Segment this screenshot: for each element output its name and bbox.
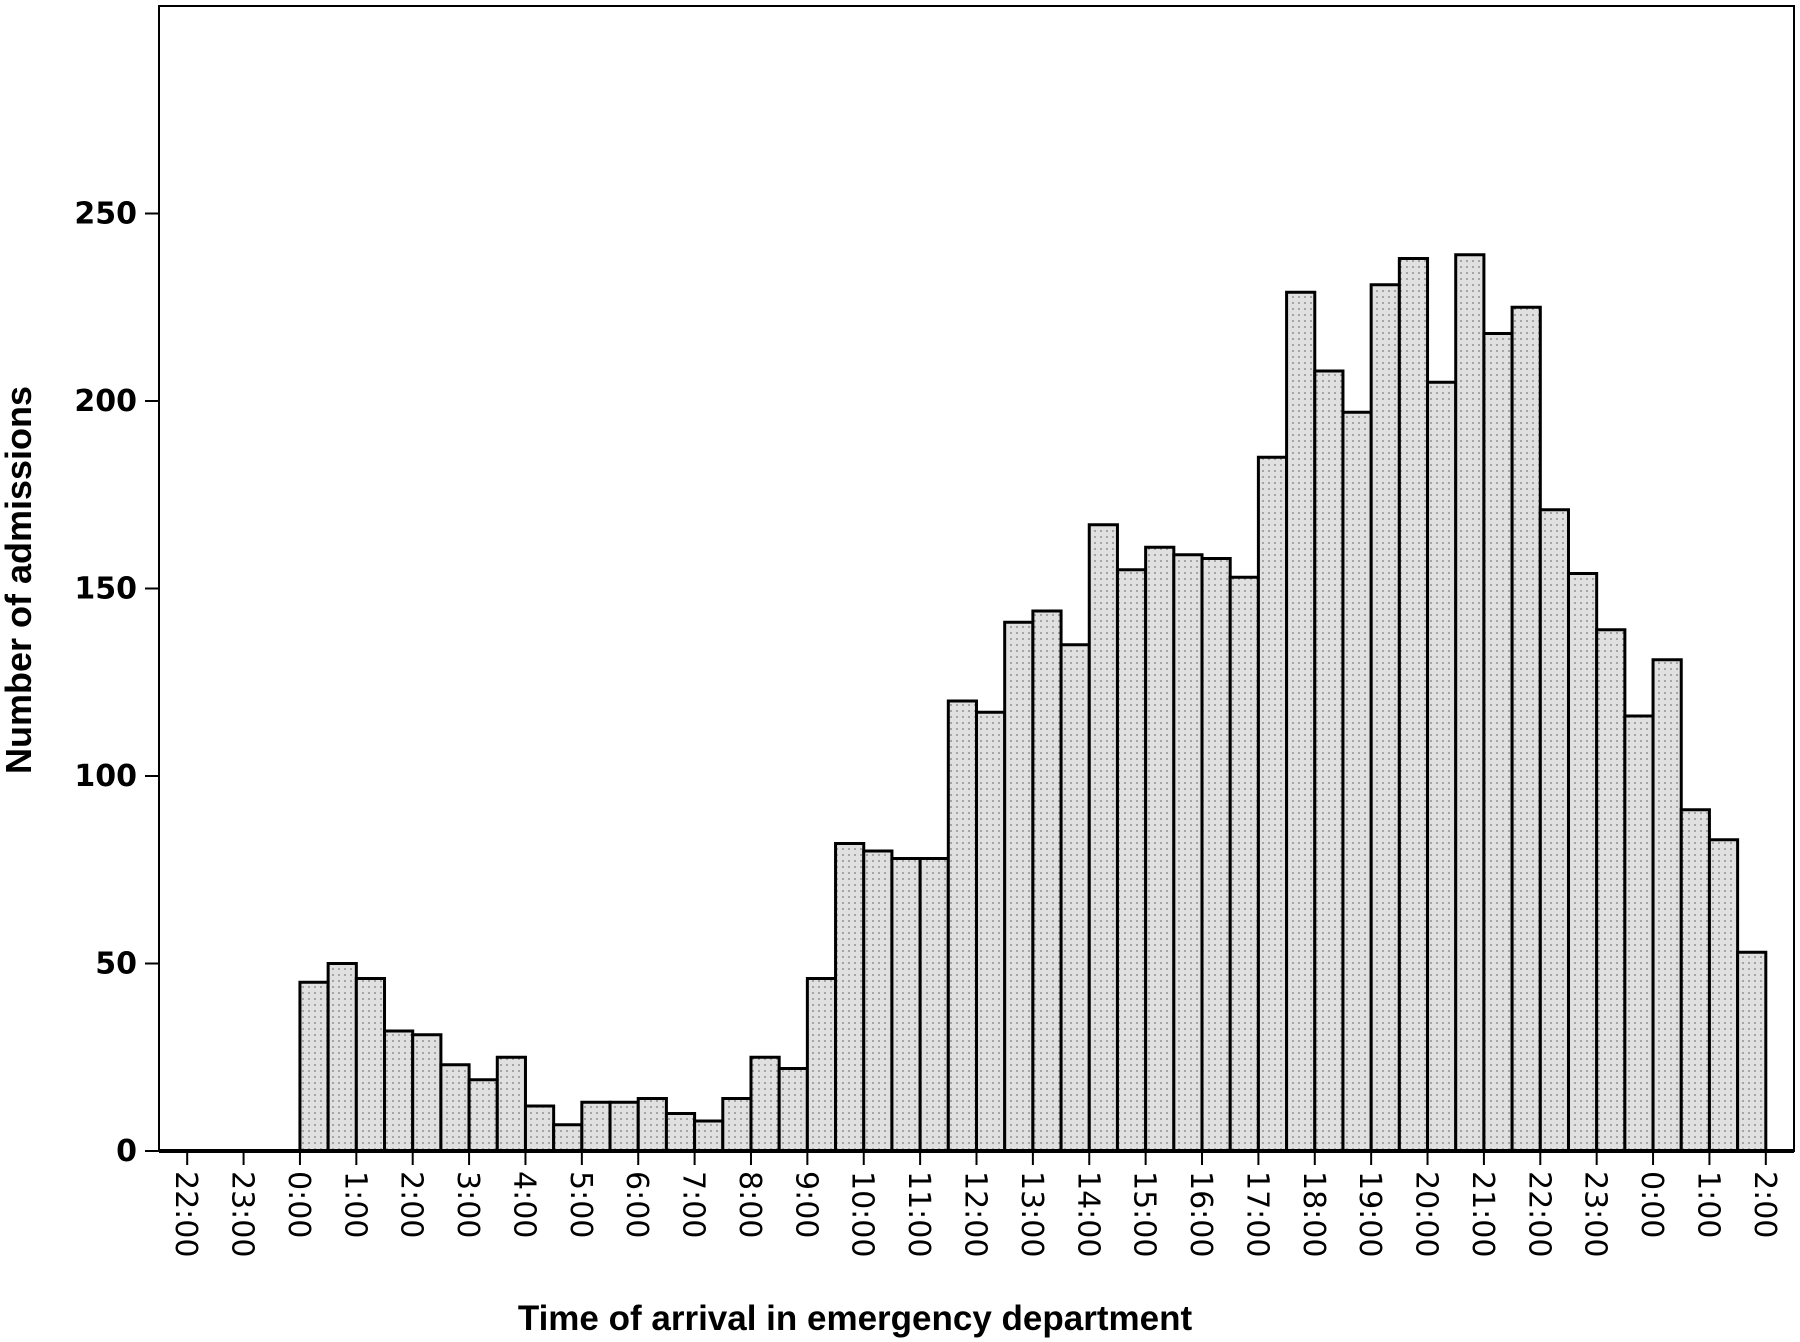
histogram-bar xyxy=(1003,620,1035,1153)
histogram-bar xyxy=(1538,508,1570,1153)
x-tick-label: 9:00 xyxy=(788,1171,823,1238)
histogram-bar xyxy=(495,1055,527,1153)
x-tick-label: 11:00 xyxy=(901,1171,936,1257)
y-tick-label: 0 xyxy=(116,1134,137,1169)
histogram-bar xyxy=(1031,609,1063,1153)
histogram-bar xyxy=(1144,545,1176,1153)
histogram-bar xyxy=(1623,714,1655,1153)
y-tick-label: 150 xyxy=(74,572,137,607)
histogram-bar xyxy=(1679,808,1711,1153)
histogram-bar xyxy=(1285,290,1317,1153)
x-tick-label: 1:00 xyxy=(337,1171,372,1238)
histogram-bar xyxy=(1256,455,1289,1153)
histogram-bar xyxy=(1059,643,1091,1153)
histogram-bar xyxy=(467,1078,499,1153)
histogram-bar xyxy=(354,977,387,1153)
x-axis-label: Time of arrival in emergency department xyxy=(518,1299,1193,1338)
histogram-bar xyxy=(608,1100,640,1153)
x-tick-label: 8:00 xyxy=(732,1171,767,1238)
bars-group xyxy=(298,253,1768,1153)
x-tick-label: 17:00 xyxy=(1239,1171,1274,1257)
histogram-bar xyxy=(411,1033,443,1153)
histogram-bar xyxy=(946,699,979,1153)
histogram-bar xyxy=(298,980,330,1153)
y-ticks-group: 0 50 100 150 200 250 xyxy=(74,197,159,1169)
histogram-bar xyxy=(1566,572,1599,1153)
x-tick-label: 7:00 xyxy=(676,1171,711,1238)
histogram-bar xyxy=(636,1097,668,1153)
x-tick-label: 3:00 xyxy=(450,1171,485,1238)
histogram-bar xyxy=(749,1055,781,1153)
y-tick-label: 100 xyxy=(74,759,137,794)
histogram-bar xyxy=(1510,305,1542,1153)
x-tick-label: 16:00 xyxy=(1183,1171,1218,1257)
histogram-bar xyxy=(383,1029,415,1153)
x-tick-label: 15:00 xyxy=(1127,1171,1162,1257)
x-tick-label: 0:00 xyxy=(281,1171,316,1238)
y-tick-label: 50 xyxy=(95,947,137,982)
histogram-bar xyxy=(1482,332,1514,1153)
histogram-bar xyxy=(326,962,358,1153)
histogram-bar xyxy=(1200,557,1232,1153)
histogram-bar xyxy=(439,1063,471,1153)
x-tick-label: 21:00 xyxy=(1465,1171,1500,1257)
x-tick-label: 0:00 xyxy=(1634,1171,1669,1238)
x-tick-label: 13:00 xyxy=(1014,1171,1049,1257)
histogram-bar xyxy=(1736,950,1768,1153)
y-axis-label: Number of admissions xyxy=(0,386,39,774)
x-ticks-group: 22:00 23:00 0:00 1:00 2:00 3:00 4:00 5:00 6:00 7:… xyxy=(168,1151,1782,1257)
x-tick-label: 22:00 xyxy=(1521,1171,1556,1257)
histogram-bar xyxy=(580,1100,612,1153)
histogram-bar xyxy=(693,1119,725,1153)
histogram-bar xyxy=(1595,628,1627,1153)
x-tick-label: 10:00 xyxy=(845,1171,880,1257)
x-tick-label: 23:00 xyxy=(225,1171,260,1257)
histogram-bar xyxy=(777,1067,809,1153)
x-tick-label: 14:00 xyxy=(1070,1171,1105,1257)
histogram-bar xyxy=(1087,523,1119,1153)
histogram-bar xyxy=(1115,568,1148,1153)
x-tick-label: 2:00 xyxy=(394,1171,429,1238)
histogram-bar xyxy=(1228,575,1260,1153)
x-tick-label: 1:00 xyxy=(1690,1171,1725,1238)
x-tick-label: 22:00 xyxy=(168,1171,203,1257)
histogram-bar xyxy=(834,842,866,1153)
histogram-bar xyxy=(552,1123,584,1153)
histogram-bar xyxy=(1426,380,1458,1153)
histogram-bar xyxy=(721,1097,753,1153)
histogram-bar xyxy=(1454,253,1486,1153)
x-tick-label: 6:00 xyxy=(619,1171,654,1238)
x-tick-label: 5:00 xyxy=(563,1171,598,1238)
y-tick-label: 250 xyxy=(74,197,137,232)
histogram-bar xyxy=(1341,410,1373,1153)
x-tick-label: 20:00 xyxy=(1409,1171,1444,1257)
x-tick-label: 23:00 xyxy=(1578,1171,1613,1257)
histogram-bar xyxy=(664,1112,697,1153)
histogram-bar xyxy=(975,710,1007,1153)
histogram-bar xyxy=(523,1104,556,1153)
histogram-bar xyxy=(1313,369,1345,1153)
histogram-bar xyxy=(1651,658,1683,1153)
histogram-bar xyxy=(1707,838,1740,1153)
histogram-bar xyxy=(1397,257,1430,1153)
x-tick-label: 18:00 xyxy=(1296,1171,1331,1257)
x-tick-label: 2:00 xyxy=(1747,1171,1782,1238)
y-tick-label: 200 xyxy=(74,384,137,419)
histogram-bar xyxy=(918,857,950,1153)
histogram-bar xyxy=(805,977,838,1153)
x-tick-label: 12:00 xyxy=(958,1171,993,1257)
histogram-bar xyxy=(890,857,922,1153)
x-tick-label: 19:00 xyxy=(1352,1171,1387,1257)
histogram-bar xyxy=(1172,553,1204,1153)
histogram-bar xyxy=(1369,283,1401,1153)
histogram-bar xyxy=(862,849,894,1153)
x-tick-label: 4:00 xyxy=(506,1171,541,1238)
